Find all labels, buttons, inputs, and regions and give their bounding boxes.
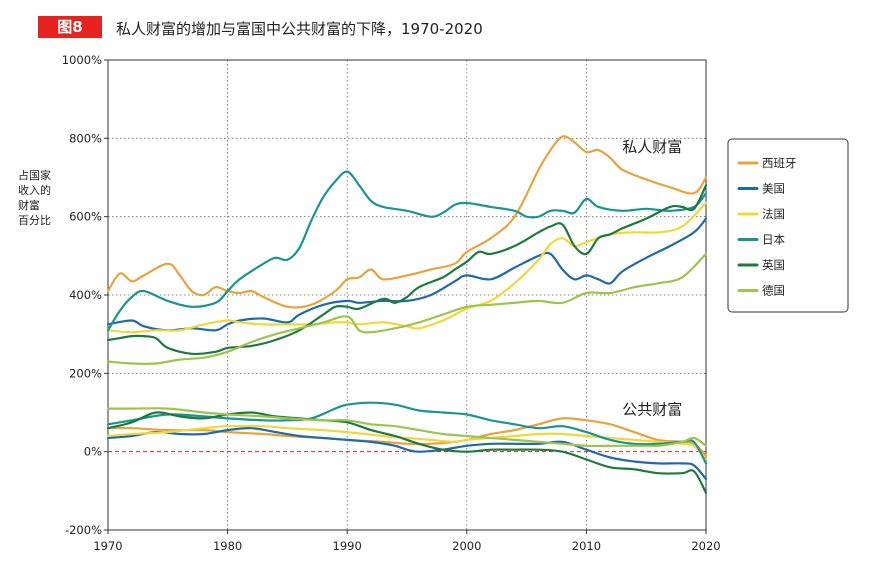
axes: 1000% 800% 600% 400% 200% 0% -200% 1970 1980 1990… [62,53,721,553]
x-tick-label: 1990 [333,539,362,553]
y-tick-label: 200% [69,366,102,380]
series-line [106,424,708,461]
legend-entry-label: 英国 [762,258,785,272]
series-line [106,401,708,465]
legend-entry-label: 德国 [762,284,785,298]
y-axis-label-line: 财富 [18,199,40,212]
series-lines [106,135,708,494]
y-axis-label: 占国家 收入的 财富 百分比 [18,168,64,228]
series-line [106,217,708,332]
series-line [106,170,708,332]
y-tick-label: 1000% [62,53,102,67]
legend-entry-label: 法国 [762,207,785,221]
series-line [106,407,708,448]
x-tick-label: 2010 [572,539,601,553]
x-tick-label: 1970 [93,539,122,553]
group-label: 私人财富 [622,138,682,156]
legend-entry-label: 西班牙 [762,156,797,170]
grid [108,60,706,530]
legend-entry-label: 日本 [762,233,785,247]
legend-box[interactable] [727,138,849,313]
x-tick-label: 1980 [213,539,242,553]
chart-title: 私人财富的增加与富国中公共财富的下降，1970-2020 [116,20,483,38]
series-line [106,201,708,334]
series-line [106,411,708,494]
x-tick-label: 2020 [691,539,720,553]
legend-entry-label: 美国 [762,182,785,196]
series-line [106,184,708,356]
x-tick-label: 2000 [452,539,481,553]
series-line [106,252,708,366]
y-tick-label: 0% [84,445,102,459]
y-tick-label: 800% [69,131,102,145]
y-tick-label: 400% [69,288,102,302]
series-line [106,427,708,481]
group-label: 公共财富 [622,400,682,418]
y-tick-label: -200% [65,523,102,537]
y-axis-label-line: 收入的 [18,184,51,197]
figure-badge: 图8 [38,16,102,38]
y-axis-label-line: 百分比 [18,214,51,227]
y-axis-label-line: 占国家 [18,169,51,182]
y-tick-label: 600% [69,210,102,224]
series-line [106,135,708,309]
